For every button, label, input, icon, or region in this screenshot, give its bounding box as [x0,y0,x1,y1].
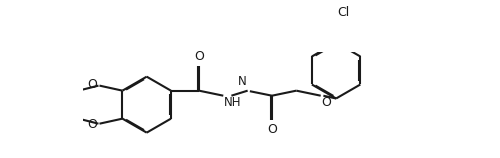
Text: O: O [87,118,97,131]
Text: O: O [87,79,97,91]
Text: O: O [267,123,277,136]
Text: N: N [238,75,247,88]
Text: O: O [322,96,331,109]
Text: Cl: Cl [338,6,349,19]
Text: NH: NH [224,96,242,109]
Text: O: O [194,50,204,63]
